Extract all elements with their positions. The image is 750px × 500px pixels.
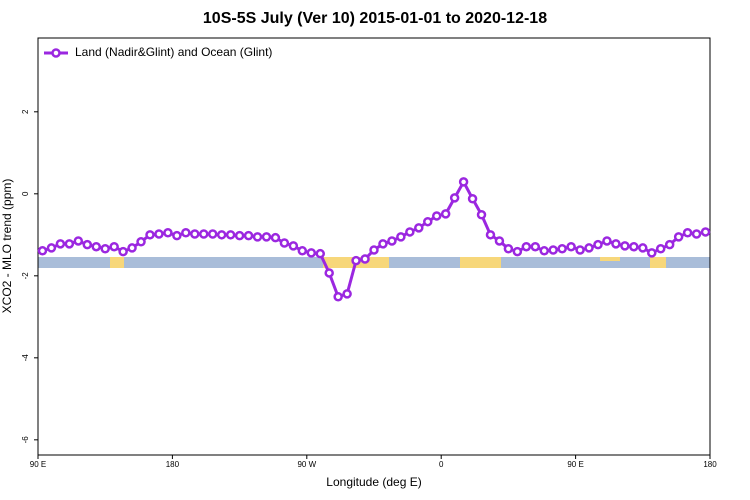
data-point xyxy=(145,230,155,240)
data-point xyxy=(181,228,191,238)
data-point xyxy=(691,229,702,239)
data-point xyxy=(512,246,523,257)
plot-frame xyxy=(37,37,711,456)
land-strip xyxy=(600,257,620,261)
data-point xyxy=(494,236,505,246)
data-point xyxy=(369,245,379,255)
data-point xyxy=(647,248,657,258)
data-point xyxy=(333,291,343,302)
land-strip xyxy=(110,257,124,268)
data-point xyxy=(207,229,218,239)
data-point xyxy=(351,255,361,266)
data-point xyxy=(566,241,576,252)
land-strip xyxy=(460,257,501,268)
data-point xyxy=(46,243,57,253)
data-point xyxy=(387,236,397,246)
data-point xyxy=(673,232,684,242)
data-point xyxy=(154,229,164,239)
data-point xyxy=(288,241,299,251)
data-point xyxy=(467,193,478,204)
data-point xyxy=(700,227,711,237)
land-strip xyxy=(650,257,666,268)
data-point xyxy=(199,229,209,239)
data-point xyxy=(190,229,200,239)
data-point xyxy=(485,230,496,240)
data-point xyxy=(530,241,541,252)
data-point xyxy=(548,245,558,255)
data-point xyxy=(163,228,173,238)
data-point xyxy=(315,248,325,259)
data-point xyxy=(449,193,460,203)
data-point xyxy=(91,241,101,252)
legend-marker xyxy=(51,48,61,58)
data-point xyxy=(306,248,317,258)
data-point xyxy=(82,239,93,250)
data-point xyxy=(414,223,424,233)
data-point xyxy=(342,289,352,299)
data-point xyxy=(521,241,532,252)
data-point xyxy=(100,244,110,254)
data-point xyxy=(638,243,648,253)
data-point xyxy=(620,241,630,251)
x-axis-label: Longitude (deg E) xyxy=(326,475,421,489)
data-point xyxy=(458,177,469,187)
data-point xyxy=(602,236,612,246)
x-tick-label: 90 W xyxy=(297,460,316,469)
data-point xyxy=(539,246,549,256)
data-point xyxy=(234,230,245,241)
data-point xyxy=(664,239,675,250)
data-point xyxy=(378,239,388,249)
data-point xyxy=(118,246,128,257)
y-tick-label: 0 xyxy=(21,191,30,196)
chart-title: 10S-5S July (Ver 10) 2015-01-01 to 2020-… xyxy=(203,10,547,27)
data-point xyxy=(405,227,415,237)
data-point xyxy=(127,243,137,253)
x-tick-label: 90 E xyxy=(30,460,46,469)
data-point xyxy=(243,230,254,241)
data-point xyxy=(360,254,370,264)
data-point xyxy=(584,243,594,253)
data-point xyxy=(279,238,290,248)
y-tick-label: -6 xyxy=(21,436,30,444)
data-point xyxy=(261,232,272,242)
data-point xyxy=(629,241,639,252)
legend-label: Land (Nadir&Glint) and Ocean (Glint) xyxy=(75,45,272,59)
data-point xyxy=(575,245,585,255)
data-point xyxy=(216,230,227,240)
data-point xyxy=(593,239,603,250)
data-point xyxy=(55,239,66,249)
data-point xyxy=(431,211,442,221)
y-tick-label: 2 xyxy=(21,109,30,114)
data-point xyxy=(297,246,308,256)
x-tick-label: 90 E xyxy=(567,460,583,469)
data-point xyxy=(503,244,514,254)
data-point xyxy=(655,244,666,254)
data-point xyxy=(476,209,487,220)
data-point xyxy=(324,268,334,278)
data-point xyxy=(423,216,433,227)
data-point xyxy=(611,239,621,249)
data-point xyxy=(440,209,451,219)
data-point xyxy=(557,244,567,254)
y-tick-label: -2 xyxy=(21,272,30,280)
y-axis-label: XCO2 - MLO trend (ppm) xyxy=(0,179,14,314)
data-point xyxy=(396,232,406,242)
x-tick-label: 180 xyxy=(166,460,180,469)
x-tick-label: 180 xyxy=(703,460,717,469)
data-point xyxy=(225,230,236,240)
data-point xyxy=(37,246,48,256)
data-point xyxy=(64,239,75,249)
data-point xyxy=(682,228,693,238)
x-tick-label: 0 xyxy=(439,460,444,469)
data-point xyxy=(252,232,263,242)
data-point xyxy=(109,241,119,252)
data-point xyxy=(73,236,84,246)
data-point xyxy=(136,237,146,247)
data-point xyxy=(172,230,182,241)
y-tick-label: -4 xyxy=(21,354,30,362)
data-point xyxy=(270,232,281,243)
